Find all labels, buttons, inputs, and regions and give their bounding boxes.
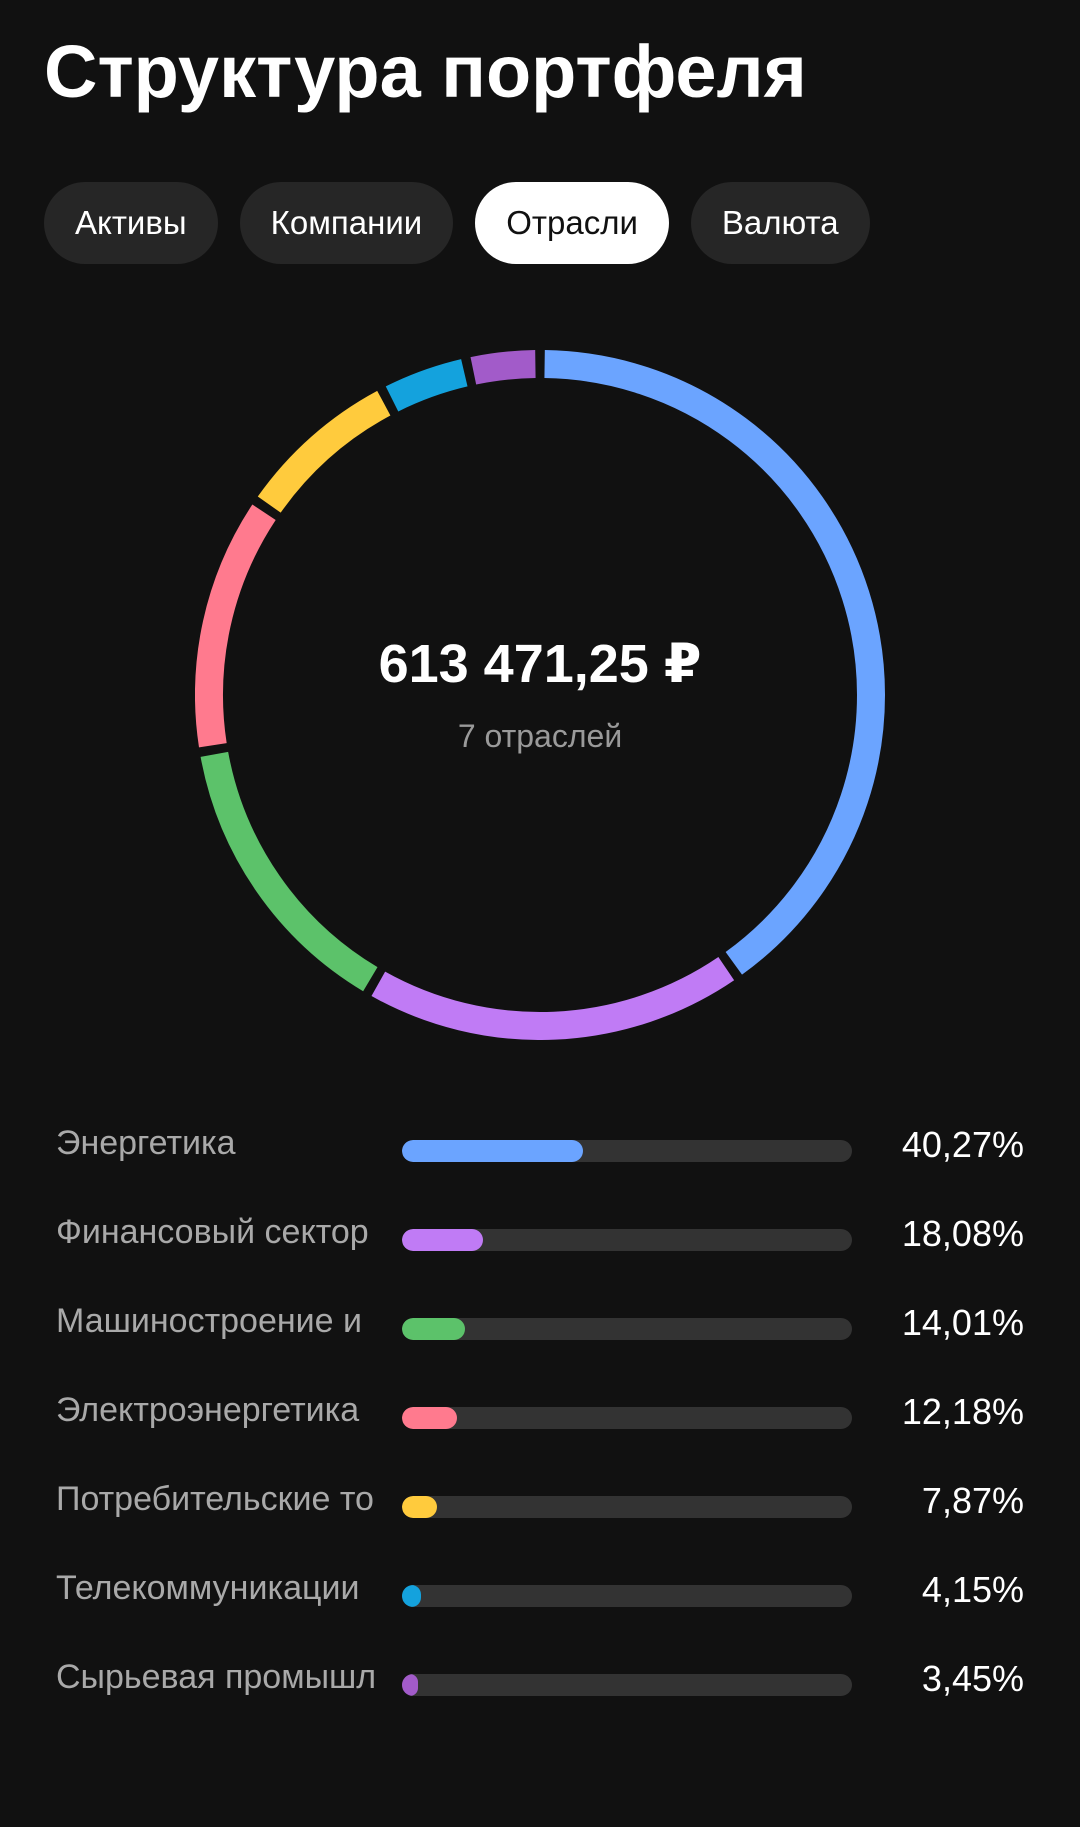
sector-label: Телекоммуникации bbox=[56, 1569, 360, 1607]
donut-slice bbox=[544, 350, 885, 975]
sector-percent: 7,87% bbox=[921, 1480, 1024, 1521]
sector-label: Машиностроение и bbox=[56, 1302, 362, 1340]
donut-slice bbox=[195, 504, 276, 748]
sector-bar-fill bbox=[402, 1318, 466, 1340]
sector-count: 7 отраслей bbox=[457, 718, 623, 754]
sector-bar-fill bbox=[402, 1585, 421, 1607]
sector-label: Потребительские то bbox=[56, 1480, 374, 1518]
donut-slice bbox=[257, 390, 391, 513]
sector-row[interactable]: Сырьевая промышл 3,45% bbox=[0, 1642, 1080, 1731]
sector-percent: 40,27% bbox=[901, 1124, 1024, 1165]
sector-percent: 18,08% bbox=[901, 1213, 1024, 1254]
sector-bar-track bbox=[402, 1585, 852, 1607]
sector-row[interactable]: Телекоммуникации 4,15% bbox=[0, 1553, 1080, 1642]
sector-percent: 4,15% bbox=[921, 1569, 1024, 1610]
sector-row[interactable]: Финансовый сектор 18,08% bbox=[0, 1197, 1080, 1286]
sector-bar-fill bbox=[402, 1229, 484, 1251]
tab-companies[interactable]: Компании bbox=[239, 182, 454, 264]
sector-bar-fill bbox=[402, 1407, 457, 1429]
sector-list: Энергетика 40,27% Финансовый сектор 18,08% М… bbox=[0, 1108, 1080, 1731]
sector-bar-track bbox=[402, 1229, 852, 1251]
sector-bar-fill bbox=[402, 1674, 418, 1696]
sector-bar-track bbox=[402, 1318, 852, 1340]
sector-donut-chart bbox=[195, 350, 885, 1040]
sector-percent: 14,01% bbox=[901, 1302, 1024, 1343]
sector-bar-fill bbox=[402, 1140, 584, 1162]
donut-slice bbox=[385, 359, 468, 412]
sector-row[interactable]: Машиностроение и 14,01% bbox=[0, 1286, 1080, 1375]
sector-row[interactable]: Энергетика 40,27% bbox=[0, 1108, 1080, 1197]
sector-label: Энергетика bbox=[56, 1124, 236, 1162]
sector-percent: 12,18% bbox=[901, 1391, 1024, 1432]
tab-assets[interactable]: Активы bbox=[44, 182, 218, 264]
sector-bar-track bbox=[402, 1407, 852, 1429]
sector-row[interactable]: Электроэнергетика 12,18% bbox=[0, 1375, 1080, 1464]
page-title: Структура портфеля bbox=[44, 30, 807, 113]
sector-label: Финансовый сектор bbox=[56, 1213, 369, 1251]
tab-bar: Активы Компании Отрасли Валюта bbox=[44, 182, 870, 264]
sector-bar-fill bbox=[402, 1496, 438, 1518]
tab-sectors[interactable]: Отрасли bbox=[475, 182, 669, 264]
tab-currency[interactable]: Валюта bbox=[690, 182, 870, 264]
sector-bar-track bbox=[402, 1496, 852, 1518]
donut-slice bbox=[470, 350, 536, 385]
portfolio-total: 613 471,25 ₽ bbox=[378, 634, 702, 694]
sector-label: Электроэнергетика bbox=[56, 1391, 360, 1429]
sector-row[interactable]: Потребительские то 7,87% bbox=[0, 1464, 1080, 1553]
donut-slice bbox=[371, 957, 735, 1040]
sector-label: Сырьевая промышл bbox=[56, 1658, 377, 1696]
sector-bar-track bbox=[402, 1674, 852, 1696]
donut-svg bbox=[195, 350, 885, 1040]
donut-slice bbox=[200, 751, 378, 992]
sector-percent: 3,45% bbox=[921, 1658, 1024, 1699]
sector-bar-track bbox=[402, 1140, 852, 1162]
